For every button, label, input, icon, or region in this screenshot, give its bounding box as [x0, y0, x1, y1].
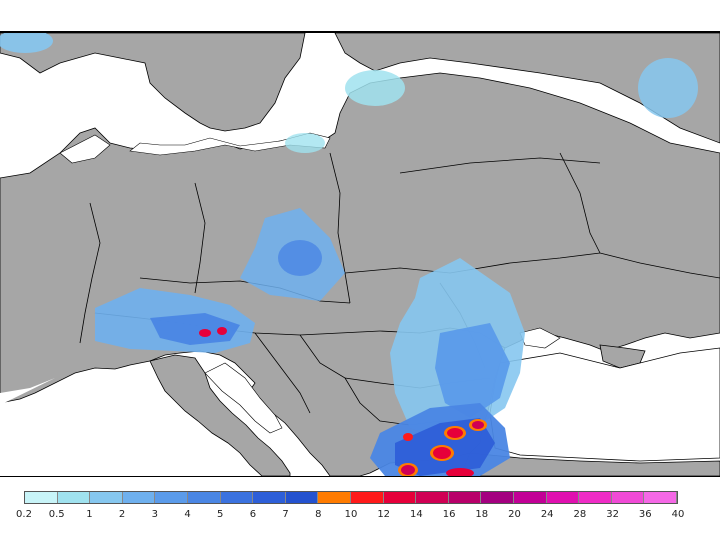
legend-label: 2 [118, 509, 126, 520]
border-poland-belarus [329, 152, 351, 304]
border-russia [559, 152, 601, 254]
legend-swatch [57, 492, 91, 503]
legend-label: 28 [573, 509, 587, 520]
adriatic-sea [204, 362, 283, 434]
precip-heavy-red-5 [401, 465, 415, 475]
legend-label: 40 [671, 509, 685, 520]
precip-nw-corner [0, 33, 53, 53]
gulf-lion [0, 378, 55, 405]
scandinavia-landmass [0, 33, 306, 132]
precipitation-layer [0, 33, 698, 476]
border-baltic-states [399, 157, 601, 174]
precipitation-legend: 0.2 0.5 1 2 3 4 5 6 7 8 10 12 14 16 18 20 24 28 32 36 40 [16, 491, 714, 531]
legend-swatch [90, 492, 123, 503]
legend-swatch [318, 492, 351, 503]
legend-label: 7 [282, 509, 289, 520]
legend-label: 0.5 [48, 509, 65, 520]
legend-swatch [416, 492, 449, 503]
black-sea-north [519, 327, 561, 349]
legend-label: 3 [151, 509, 158, 520]
precip-alps-cell-2 [217, 327, 227, 335]
danish-straits [59, 134, 111, 164]
legend-swatch [546, 492, 580, 503]
turkey-landmass [459, 452, 720, 476]
land-layer [0, 33, 720, 476]
map-canvas [0, 33, 720, 476]
italy-landmass [149, 354, 291, 476]
precip-alps-band [150, 313, 240, 345]
legend-swatch [513, 492, 547, 503]
legend-label: 4 [184, 509, 191, 520]
legend-swatch [220, 492, 254, 503]
legend-label: 10 [344, 509, 358, 520]
precipitation-map [0, 31, 720, 477]
legend-swatch [611, 492, 645, 503]
legend-label: 18 [475, 509, 489, 520]
precip-heavy-red-1 [447, 428, 463, 438]
border-germany-poland [194, 182, 206, 294]
legend-label: 8 [315, 509, 322, 520]
legend-swatch [25, 492, 58, 503]
legend-swatch [644, 492, 677, 503]
legend-swatch [253, 492, 286, 503]
legend-swatch [579, 492, 612, 503]
legend-swatch [350, 492, 384, 503]
legend-swatch [383, 492, 417, 503]
legend-label: 20 [508, 509, 521, 520]
legend-label: 1 [86, 509, 93, 520]
precip-poland-core [278, 240, 322, 276]
precip-ukraine-core [435, 323, 510, 418]
legend-swatch [481, 492, 514, 503]
legend-label: 14 [410, 509, 423, 520]
north-russia-landmass [334, 33, 720, 144]
precip-finland [345, 70, 405, 106]
legend-label: 5 [217, 509, 224, 520]
legend-swatch [448, 492, 482, 503]
precip-alps-cell-1 [199, 329, 211, 337]
black-sea [489, 347, 720, 462]
legend-label: 24 [540, 509, 554, 520]
legend-color-bar [24, 491, 678, 504]
border-balkans [254, 332, 311, 414]
legend-swatch [187, 492, 221, 503]
precip-heavy-red-3 [403, 433, 413, 441]
legend-label: 32 [606, 509, 619, 520]
legend-label: 12 [377, 509, 391, 520]
precip-heavy-red-2 [472, 421, 484, 429]
baltic-sea [129, 132, 331, 156]
legend-swatch [285, 492, 319, 503]
legend-labels: 0.2 0.5 1 2 3 4 5 6 7 8 10 12 14 16 18 20 24 28 32 36 40 [16, 509, 714, 525]
border-west [79, 202, 101, 344]
legend-label: 6 [249, 509, 257, 520]
precip-heavy-red-4 [433, 447, 451, 459]
legend-label: 36 [638, 509, 652, 520]
legend-label: 16 [442, 509, 456, 520]
precip-ne-corner [638, 58, 698, 118]
legend-label: 0.2 [16, 509, 32, 520]
legend-swatch [155, 492, 188, 503]
border-ukraine-north [344, 252, 720, 279]
precip-baltic [285, 133, 325, 153]
legend-swatch [122, 492, 156, 503]
precip-heavy-red-6 [446, 468, 474, 476]
